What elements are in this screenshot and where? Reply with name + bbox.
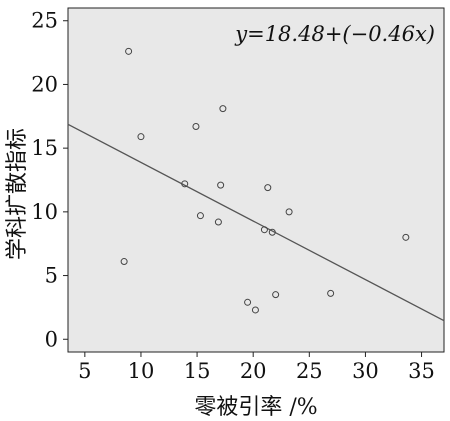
y-tick-label: 20 [31,72,58,96]
x-tick-label: 15 [184,359,211,383]
x-tick-label: 10 [128,359,155,383]
y-tick-label: 0 [45,327,58,351]
y-tick-label: 10 [31,200,58,224]
x-tick-label: 30 [352,359,379,383]
x-tick-label: 20 [240,359,267,383]
y-tick-label: 15 [31,136,58,160]
data-point [137,133,145,141]
x-axis-label: 零被引率 /% [194,395,318,420]
data-point [260,226,268,234]
data-point [327,289,335,297]
data-point [402,233,410,241]
x-tick-label: 5 [78,359,91,383]
y-axis-label-wrap: 学科扩散指标 [2,34,31,354]
data-point [264,184,272,192]
regression-line [67,123,445,322]
data-point [214,218,222,226]
x-tick-label: 35 [408,359,435,383]
y-tick-label: 25 [31,9,58,33]
data-point [125,47,133,55]
data-point [219,105,227,113]
y-tick-label: 5 [45,264,58,288]
data-point [285,208,293,216]
data-point [268,228,276,236]
x-tick-label: 25 [296,359,323,383]
data-point [192,122,200,130]
equation-annotation: y=18.48+(−0.46x) [234,22,435,46]
data-point [217,181,225,189]
data-point [272,291,280,299]
data-point [244,298,252,306]
data-point [196,212,204,220]
plot-area [67,7,445,353]
data-point [251,306,259,314]
data-point [181,180,189,188]
y-axis-label: 学科扩散指标 [5,127,31,261]
data-point [120,258,128,266]
